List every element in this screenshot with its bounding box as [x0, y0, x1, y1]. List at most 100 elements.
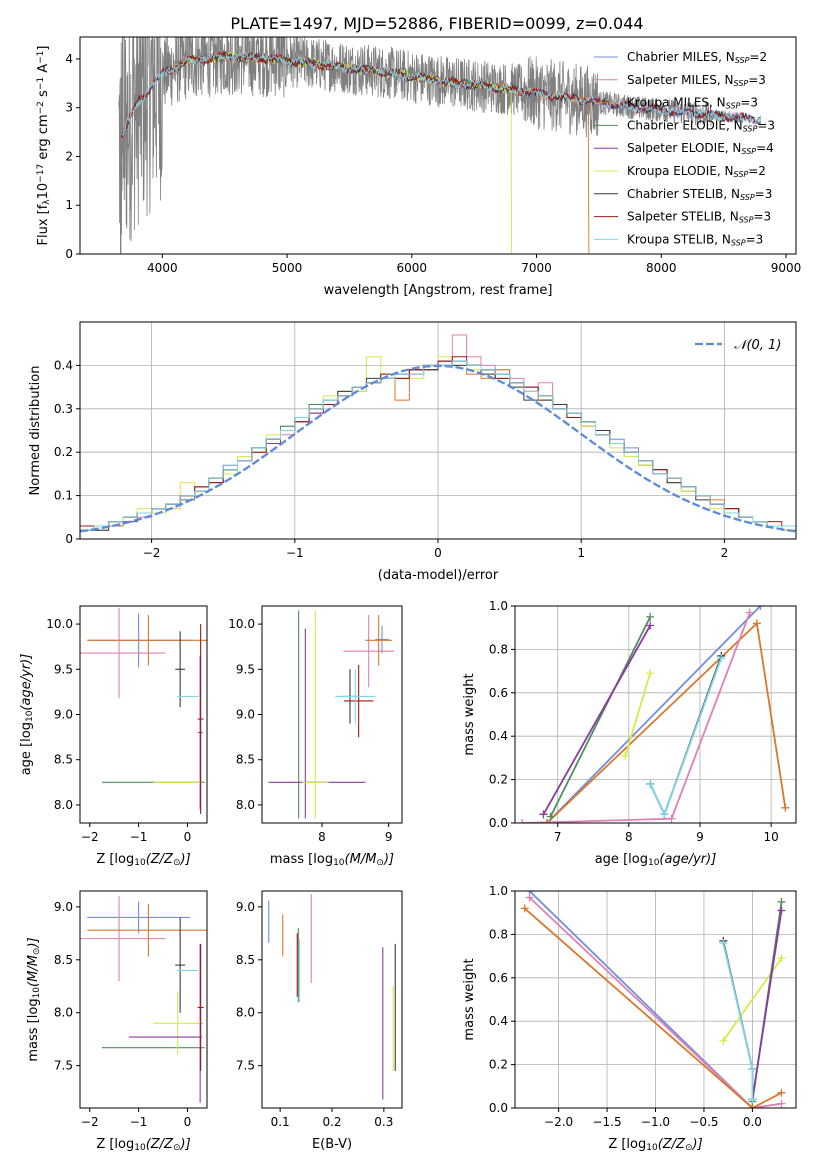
- label-part: age [log: [595, 852, 648, 867]
- y-tick-label: 0: [65, 532, 73, 546]
- x-tick-label: −2: [81, 830, 99, 844]
- legend-label-sub: SSP: [735, 56, 750, 65]
- legend-label-sS: Salpeter STELIB, NSSP=3: [627, 210, 771, 225]
- series-marker: [777, 1088, 786, 1097]
- errorbar-cM: [375, 625, 389, 654]
- x-tick-label: 2: [721, 546, 729, 560]
- label-part: ⊙: [173, 1143, 181, 1153]
- plot-area: [268, 610, 394, 819]
- y-axis-label: Normed distribution: [28, 366, 43, 496]
- legend-label-text: Kroupa ELODIE, N: [627, 164, 734, 178]
- x-axis-label: age [log10(age/yr)]: [595, 852, 717, 868]
- y-tick-label: 1.0: [489, 599, 508, 613]
- y-tick-label: 0.8: [489, 642, 508, 656]
- y-tick-label: 0.3: [54, 402, 73, 416]
- label-part: (M/M: [26, 955, 41, 987]
- label-part: )]: [692, 1137, 703, 1152]
- label-part: 10: [32, 987, 42, 999]
- y-tick-label: 1: [65, 198, 73, 212]
- y-tick-label: 0.4: [489, 1014, 508, 1028]
- y-axis-label: mass weight: [462, 673, 477, 755]
- x-axis-label: E(B-V): [312, 1137, 352, 1152]
- series-line: [528, 896, 782, 1108]
- series-line: [524, 907, 782, 1108]
- label-part: (M/M: [345, 852, 377, 867]
- y-tick-label: 7.5: [236, 1059, 255, 1073]
- errorbar-kE: [153, 991, 203, 1056]
- series-marker: [777, 897, 786, 906]
- x-axis-label: Z [log10(Z/Z⊙)]: [608, 1137, 702, 1153]
- series-marker: [546, 812, 555, 821]
- label-part: 10: [648, 858, 660, 868]
- figure-title: PLATE=1497, MJD=52886, FIBERID=0099, z=0…: [230, 14, 643, 33]
- x-axis-label: Z [log10(Z/Z⊙)]: [96, 852, 190, 868]
- errorbar-sM: [343, 615, 394, 688]
- plot-area: [520, 891, 786, 1108]
- label-part: 10: [36, 183, 51, 200]
- legend-label-kM: Kroupa MILES, NSSP=3: [627, 96, 758, 111]
- x-tick-label: −1: [130, 830, 148, 844]
- legend-label-text: Salpeter STELIB, N: [627, 210, 739, 224]
- axes-frame: [514, 605, 797, 824]
- legend-label-value: =3: [748, 73, 766, 87]
- series-marker: [752, 619, 761, 628]
- axes-frame: [79, 36, 797, 255]
- legend-label-sub: SSP: [734, 170, 749, 179]
- legend-label-cM: Chabrier MILES, NSSP=2: [627, 50, 767, 65]
- x-tick-label: −1: [130, 1115, 148, 1129]
- x-tick-label: −1: [286, 546, 304, 560]
- y-axis-label: Flux [fλ10−17 erg cm−2 s−1 A−1]: [36, 46, 52, 246]
- y-tick-label: 7.5: [54, 1059, 73, 1073]
- series-cE: [546, 612, 655, 821]
- legend-label-cS: Chabrier STELIB, NSSP=3: [627, 187, 772, 202]
- y-tick-label: 0.0: [489, 1101, 508, 1115]
- errorbar-cS: [175, 631, 186, 708]
- label-part: mass [log: [270, 852, 333, 867]
- series-marker: [621, 751, 630, 760]
- legend-label-value: =3: [755, 187, 773, 201]
- label-part: (Z/Z: [146, 1137, 174, 1152]
- x-tick-label: −2: [81, 1115, 99, 1129]
- y-tick-label: 8.5: [236, 953, 255, 967]
- x-tick-label: −0.5: [689, 1115, 718, 1129]
- x-tick-label: 0: [434, 546, 442, 560]
- x-axis-label: (data-model)/error: [378, 568, 499, 583]
- series-kE: [621, 669, 655, 760]
- y-tick-label: 9.0: [54, 708, 73, 722]
- y-tick-label: 8.0: [236, 1006, 255, 1020]
- legend-label-kS: Kroupa STELIB, NSSP=3: [627, 232, 763, 247]
- y-axis-label: mass weight: [462, 958, 477, 1040]
- label-part: )]: [180, 1137, 191, 1152]
- legend-label-text: Kroupa STELIB, N: [627, 232, 731, 246]
- series-sE: [748, 906, 786, 1104]
- plot-area: [80, 334, 796, 539]
- y-tick-label: 9.0: [54, 900, 73, 914]
- panel-mass_vs_ebv: 0.1 0.2 0.3 7.5 8.0 8.5 9.0 E(B-V): [236, 890, 403, 1152]
- legend-label-value: =2: [748, 164, 766, 178]
- panel-spectrum: 4000 5000 6000 7000 8000 9000 0 1 2 3 4 wavelength …: [36, 36, 801, 298]
- label-part: 10: [25, 710, 35, 722]
- plot-area: [80, 607, 207, 814]
- label-part: )]: [383, 852, 394, 867]
- label-part: )]: [180, 852, 191, 867]
- legend-label-sE: Salpeter ELODIE, NSSP=4: [627, 141, 774, 156]
- y-tick-label: 0.8: [489, 927, 508, 941]
- label-part: ⊙: [32, 948, 42, 956]
- label-part: (Z/Z: [146, 852, 174, 867]
- series-marker: [719, 1036, 728, 1045]
- series-marker: [543, 819, 552, 823]
- series-line: [624, 673, 652, 756]
- label-part: ⊙: [685, 1143, 693, 1153]
- x-tick-label: 8000: [646, 261, 677, 275]
- y-axis-label: mass [log10(M/M⊙)]: [26, 937, 42, 1061]
- label-part: A: [36, 64, 51, 77]
- x-tick-label: 10: [763, 830, 778, 844]
- series-sM: [518, 608, 754, 823]
- x-tick-label: 6000: [397, 261, 428, 275]
- x-axis-label: Z [log10(Z/Z⊙)]: [96, 1137, 190, 1153]
- x-axis-label: wavelength [Angstrom, rest frame]: [324, 283, 553, 298]
- y-tick-label: 9.0: [236, 900, 255, 914]
- x-tick-label: 8: [625, 830, 633, 844]
- legend-label-sub: SSP: [740, 193, 755, 202]
